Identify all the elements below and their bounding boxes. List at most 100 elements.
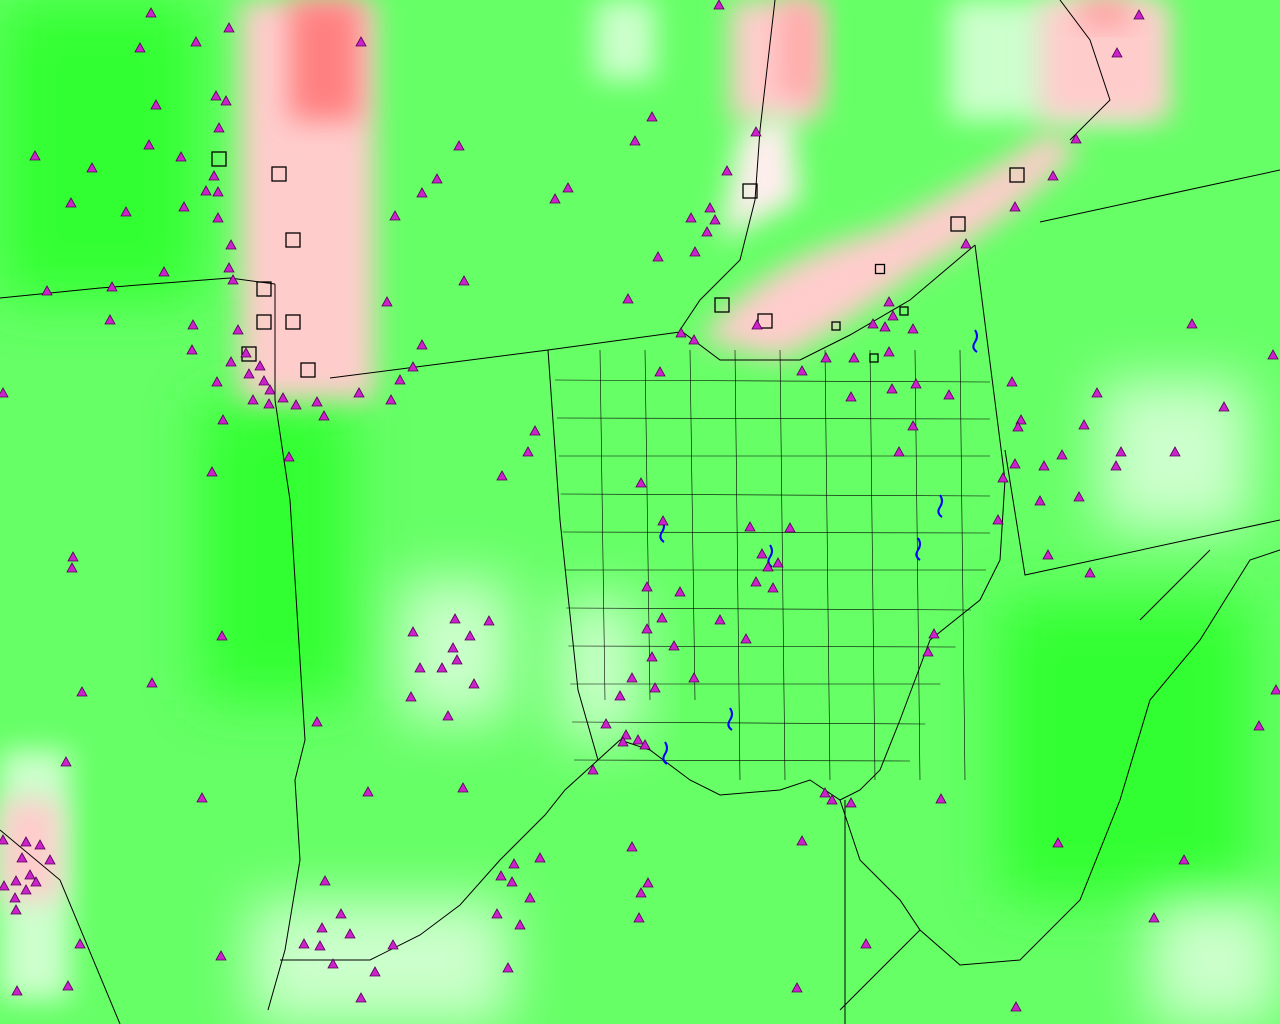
station-triangle xyxy=(620,729,632,740)
station-triangle xyxy=(436,662,448,673)
station-triangle xyxy=(1218,401,1230,412)
station-triangle xyxy=(65,197,77,208)
station-triangle xyxy=(468,678,480,689)
station-triangle xyxy=(458,275,470,286)
station-triangle xyxy=(641,623,653,634)
lake xyxy=(727,707,733,731)
station-triangle xyxy=(1052,837,1064,848)
station-triangle xyxy=(362,786,374,797)
station-triangle xyxy=(1110,460,1122,471)
field-patch xyxy=(200,400,350,700)
station-triangle xyxy=(186,344,198,355)
station-triangle xyxy=(316,922,328,933)
station-triangle xyxy=(928,628,940,639)
station-triangle xyxy=(225,239,237,250)
station-triangle xyxy=(416,187,428,198)
station-triangle xyxy=(495,870,507,881)
station-triangle xyxy=(240,347,252,358)
station-triangle xyxy=(635,477,647,488)
station-triangle xyxy=(646,651,658,662)
site-square xyxy=(874,263,886,275)
state-border xyxy=(1139,549,1211,621)
station-triangle xyxy=(1270,684,1280,695)
county-border xyxy=(560,493,991,497)
station-triangle xyxy=(1010,1001,1022,1012)
field-patch xyxy=(1150,900,1280,1024)
county-border xyxy=(562,531,991,534)
station-triangle xyxy=(943,389,955,400)
station-triangle xyxy=(143,139,155,150)
station-triangle xyxy=(353,387,365,398)
station-triangle xyxy=(290,399,302,410)
station-triangle xyxy=(879,321,891,332)
station-triangle xyxy=(277,392,289,403)
state-border xyxy=(1039,169,1280,223)
station-triangle xyxy=(196,792,208,803)
site-square xyxy=(950,216,966,232)
station-triangle xyxy=(935,793,947,804)
station-triangle xyxy=(212,186,224,197)
site-square xyxy=(271,166,287,182)
station-triangle xyxy=(587,764,599,775)
station-triangle xyxy=(1042,549,1054,560)
station-triangle xyxy=(750,126,762,137)
station-triangle xyxy=(1267,349,1279,360)
station-triangle xyxy=(772,557,784,568)
station-triangle xyxy=(1133,9,1145,20)
station-triangle xyxy=(208,170,220,181)
station-triangle xyxy=(721,165,733,176)
station-triangle xyxy=(1009,458,1021,469)
field-patch xyxy=(0,0,200,300)
station-triangle xyxy=(626,841,638,852)
station-triangle xyxy=(639,739,651,750)
station-triangle xyxy=(20,884,32,895)
station-triangle xyxy=(1186,318,1198,329)
station-triangle xyxy=(907,420,919,431)
state-border xyxy=(0,829,121,1024)
station-triangle xyxy=(344,928,356,939)
station-triangle xyxy=(614,690,626,701)
station-triangle xyxy=(381,296,393,307)
lake xyxy=(972,329,978,353)
station-triangle xyxy=(258,375,270,386)
station-triangle xyxy=(652,251,664,262)
station-triangle xyxy=(414,662,426,673)
station-triangle xyxy=(654,366,666,377)
station-triangle xyxy=(796,365,808,376)
station-triangle xyxy=(120,206,132,217)
station-triangle xyxy=(9,892,21,903)
station-triangle xyxy=(318,410,330,421)
station-triangle xyxy=(431,173,443,184)
state-border xyxy=(839,549,1280,966)
site-square xyxy=(211,151,227,167)
site-square xyxy=(256,281,272,297)
station-triangle xyxy=(369,966,381,977)
station-triangle xyxy=(416,339,428,350)
station-triangle xyxy=(750,576,762,587)
station-triangle xyxy=(0,387,9,398)
county-border xyxy=(689,349,696,701)
plume-patch xyxy=(1080,0,1130,25)
station-triangle xyxy=(1006,376,1018,387)
station-triangle xyxy=(820,352,832,363)
station-triangle xyxy=(633,912,645,923)
station-triangle xyxy=(16,852,28,863)
station-triangle xyxy=(314,940,326,951)
county-border xyxy=(599,349,606,701)
county-border xyxy=(824,349,831,781)
station-triangle xyxy=(848,352,860,363)
state-border xyxy=(839,929,921,1011)
station-triangle xyxy=(311,716,323,727)
station-triangle xyxy=(311,396,323,407)
plume-patch xyxy=(0,800,60,900)
station-triangle xyxy=(1009,201,1021,212)
station-triangle xyxy=(247,394,259,405)
county-border xyxy=(914,349,921,781)
station-triangle xyxy=(1253,720,1265,731)
county-border xyxy=(779,349,786,781)
station-triangle xyxy=(213,122,225,133)
station-triangle xyxy=(387,939,399,950)
station-triangle xyxy=(385,394,397,405)
